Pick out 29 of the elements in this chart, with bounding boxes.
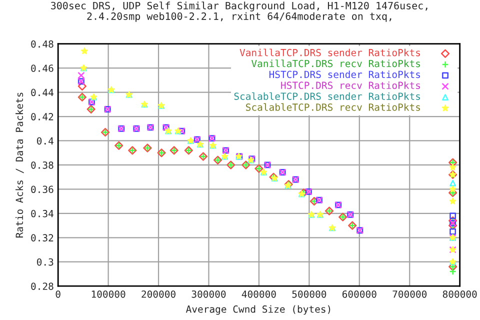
x-tick-label: 0 xyxy=(56,290,60,298)
x-tick-label: 800000 xyxy=(442,290,477,298)
x-axis-title: Average Cwnd Size (bytes) xyxy=(186,305,330,315)
chart-title: 300sec DRS, UDP Self Similar Background Load, H1-M120 1476usec, 2.4.20smp web100-2.2.1, rxint 64/64moderate on txq, xyxy=(51,2,428,22)
x-tick-label: 300000 xyxy=(192,290,226,298)
y-tick-label: 0.3 xyxy=(36,258,54,266)
y-axis-title: Ratio Acks / Data Packets xyxy=(16,92,24,238)
x-tick-label: 200000 xyxy=(142,290,176,298)
y-tick-label: 0.34 xyxy=(31,210,54,218)
legend-label: VanillaTCP.DRS recv RatioPkts xyxy=(251,60,420,68)
x-tick-label: 600000 xyxy=(342,290,376,298)
legend-label: ScalableTCP.DRS recv RatioPkts xyxy=(246,103,420,111)
y-tick-label: 0.28 xyxy=(31,282,54,290)
legend-label: VanillaTCP.DRS sender RatioPkts xyxy=(240,48,420,56)
y-tick-label: 0.4 xyxy=(36,137,54,145)
y-tick-label: 0.36 xyxy=(31,186,54,194)
y-tick-label: 0.42 xyxy=(31,113,54,120)
x-tick-label: 700000 xyxy=(392,290,427,298)
y-tick-label: 0.32 xyxy=(31,234,54,242)
y-tick-label: 0.38 xyxy=(31,161,54,169)
y-tick-label: 0.48 xyxy=(31,40,54,48)
x-tick-label: 100000 xyxy=(92,290,126,298)
legend-label: HSTCP.DRS sender RatioPkts xyxy=(269,70,420,78)
y-tick-label: 0.46 xyxy=(31,64,54,72)
y-tick-label: 0.44 xyxy=(31,88,54,96)
x-tick-label: 400000 xyxy=(242,290,276,298)
legend-label: ScalableTCP.DRS sender RatioPkts xyxy=(234,92,420,100)
x-tick-label: 500000 xyxy=(292,290,326,298)
legend-label: HSTCP.DRS recv RatioPkts xyxy=(281,82,420,90)
